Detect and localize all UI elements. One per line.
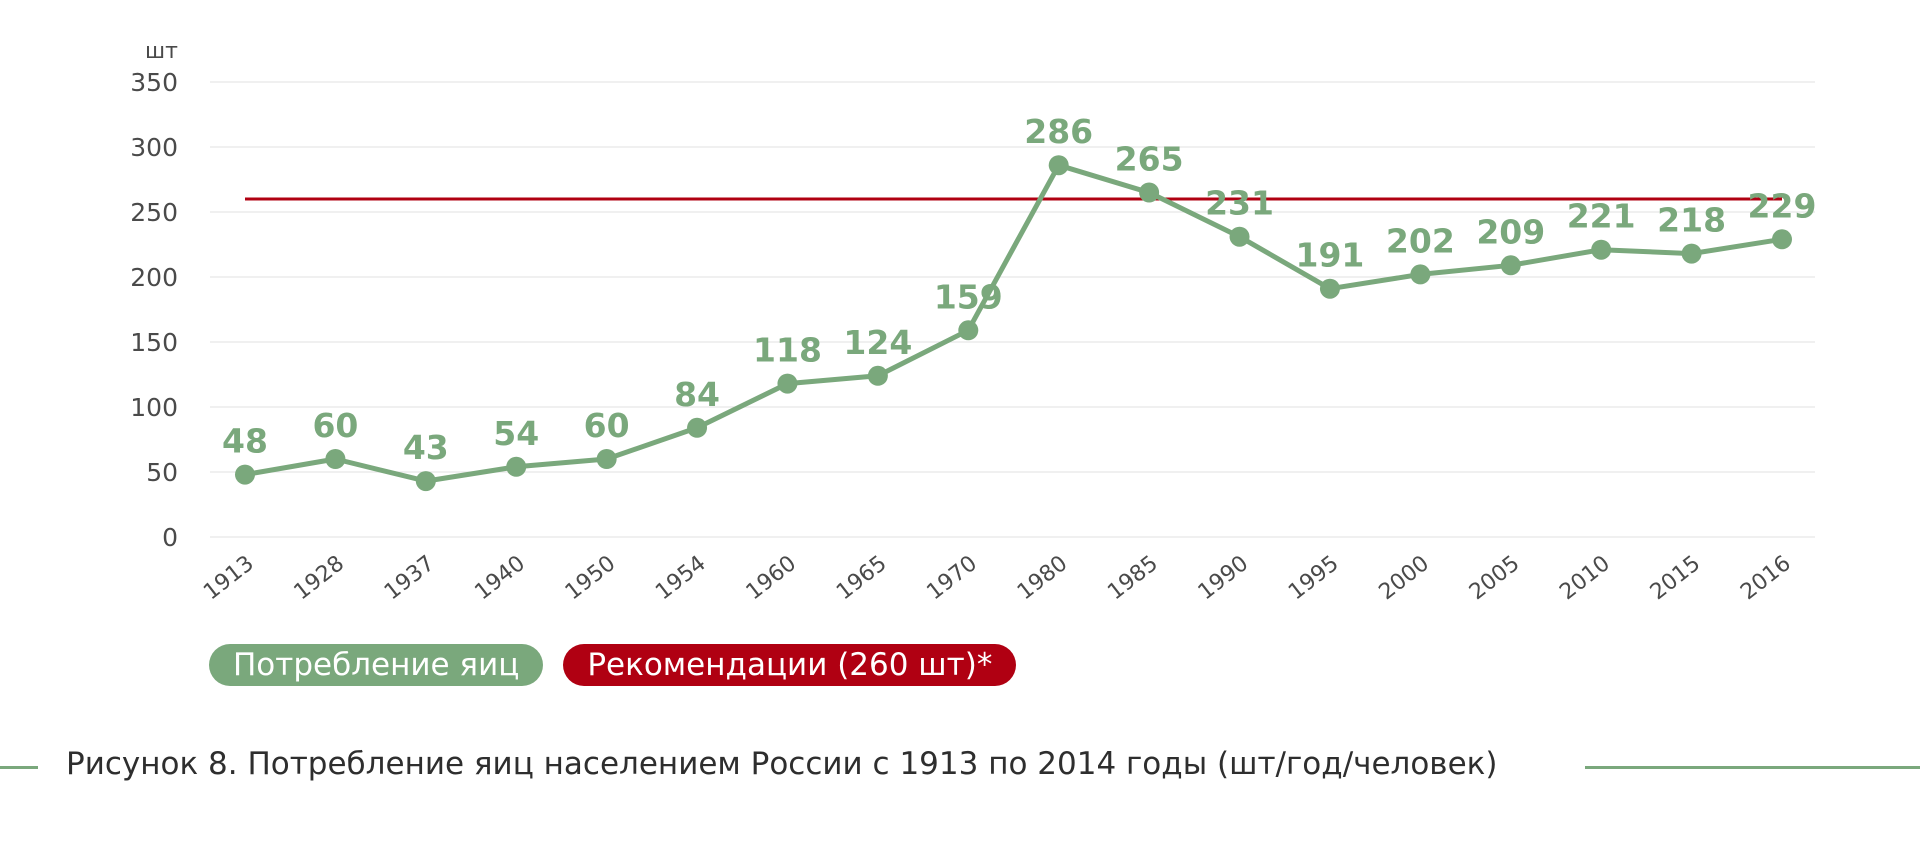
- x-tick-label: 1990: [1194, 551, 1254, 605]
- series-group: [235, 155, 1792, 492]
- y-unit-label: шт: [145, 39, 178, 64]
- data-label: 60: [584, 406, 630, 445]
- data-point: [1229, 226, 1250, 247]
- data-point: [325, 449, 346, 469]
- x-tick-label: 1960: [742, 551, 802, 605]
- data-label: 221: [1567, 197, 1636, 236]
- figure-caption-row: Рисунок 8. Потребление яиц населением Ро…: [0, 742, 1920, 790]
- data-point: [415, 471, 436, 492]
- data-label: 231: [1205, 184, 1274, 223]
- data-point: [235, 464, 255, 485]
- data-label: 209: [1476, 212, 1545, 251]
- data-point: [1319, 278, 1340, 299]
- y-tick-label: 250: [130, 198, 178, 227]
- data-point: [1410, 264, 1431, 285]
- data-label: 202: [1386, 221, 1455, 260]
- x-tick-label: 1950: [561, 551, 621, 605]
- data-point: [687, 417, 708, 438]
- data-point: [777, 373, 798, 394]
- y-tick-label: 350: [130, 68, 178, 97]
- data-label: 218: [1657, 201, 1726, 240]
- data-label: 286: [1024, 112, 1093, 151]
- x-tick-label: 2005: [1465, 551, 1525, 605]
- gridlines: [210, 81, 1815, 538]
- data-label: 265: [1115, 140, 1184, 179]
- y-tick-label: 0: [162, 523, 178, 552]
- consumption-series-line: [242, 162, 1785, 484]
- data-label: 43: [403, 428, 449, 467]
- x-tick-label: 1937: [380, 551, 440, 605]
- x-tick-label: 1995: [1284, 551, 1344, 605]
- x-tick-label: 1980: [1013, 551, 1073, 605]
- data-point: [867, 365, 888, 386]
- caption-divider-right: [1585, 766, 1920, 769]
- data-label: 229: [1748, 186, 1817, 225]
- x-tick-label: 1985: [1103, 551, 1163, 605]
- data-label: 48: [222, 422, 268, 461]
- x-tick-label: 1965: [832, 551, 892, 605]
- data-label: 191: [1295, 236, 1364, 275]
- x-tick-label: 1970: [922, 551, 982, 605]
- data-label: 118: [753, 331, 822, 370]
- data-point: [596, 449, 617, 469]
- line-chart: 0 50 100 150 200 250 300 350 шт 1913 1928 1937 1940…: [130, 39, 1816, 605]
- x-tick-label: 1913: [199, 551, 259, 605]
- legend: Потребление яиц Рекомендации (260 шт)*: [209, 644, 1017, 686]
- y-axis: 0 50 100 150 200 250 300 350 шт: [130, 39, 178, 552]
- y-tick-label: 150: [130, 328, 178, 357]
- x-tick-label: 2016: [1736, 551, 1796, 605]
- data-point: [1681, 243, 1702, 264]
- data-label: 159: [934, 277, 1003, 316]
- y-tick-label: 50: [146, 458, 178, 487]
- x-tick-label: 1954: [651, 551, 711, 605]
- x-axis: 1913 1928 1937 1940 1950 1954 1960 1965 1970 1980…: [199, 551, 1796, 605]
- y-tick-label: 200: [130, 263, 178, 292]
- data-point: [506, 456, 527, 477]
- x-tick-label: 2015: [1646, 551, 1706, 605]
- data-labels: 48 60 43 54 60 84 118 124 159 286 265 231 191 202 209 2…: [222, 112, 1816, 467]
- data-label: 54: [493, 414, 539, 453]
- x-tick-label: 2000: [1375, 551, 1435, 605]
- y-tick-label: 300: [130, 133, 178, 162]
- caption-divider-left: [0, 766, 38, 769]
- legend-item-recommendation: Рекомендации (260 шт)*: [563, 644, 1017, 686]
- data-label: 84: [674, 375, 720, 414]
- data-point: [1500, 255, 1521, 276]
- legend-item-consumption: Потребление яиц: [209, 644, 544, 686]
- x-tick-label: 1928: [290, 551, 350, 605]
- data-point: [1139, 182, 1160, 203]
- data-label: 60: [312, 406, 358, 445]
- y-tick-label: 100: [130, 393, 178, 422]
- x-tick-label: 1940: [470, 551, 530, 605]
- figure-caption: Рисунок 8. Потребление яиц населением Ро…: [66, 746, 1498, 782]
- data-point: [1048, 155, 1069, 176]
- data-point: [1772, 229, 1792, 250]
- data-label: 124: [843, 323, 912, 362]
- data-point: [958, 320, 979, 341]
- data-point: [1591, 239, 1612, 260]
- x-tick-label: 2010: [1555, 551, 1615, 605]
